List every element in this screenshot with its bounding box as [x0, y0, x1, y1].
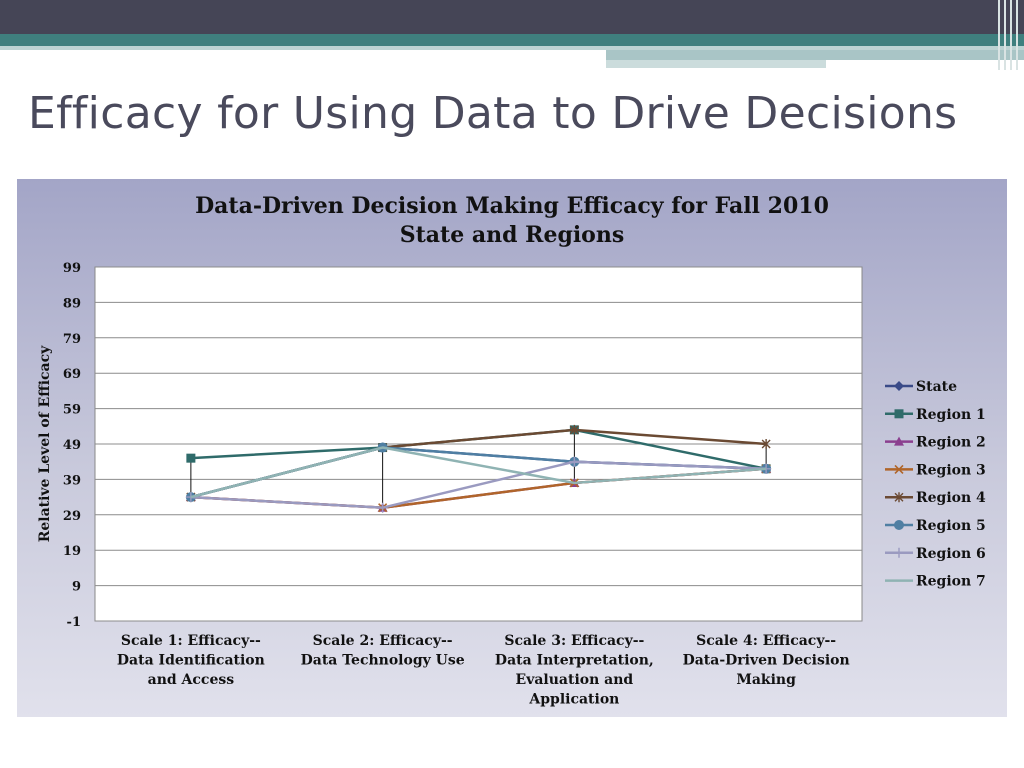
- x-tick-label: Scale 3: Efficacy--: [504, 633, 644, 649]
- legend-marker-region-1: [894, 409, 904, 419]
- y-tick-label: 39: [63, 473, 81, 488]
- y-tick-label: 59: [63, 403, 81, 418]
- y-tick-label: 29: [63, 509, 81, 524]
- slide-title: Efficacy for Using Data to Drive Decisio…: [28, 88, 958, 139]
- y-tick-label: 89: [63, 296, 81, 311]
- x-tick-label: Scale 2: Efficacy--: [313, 633, 453, 649]
- y-axis-label: Relative Level of Efficacy: [37, 345, 53, 542]
- x-tick-label: Data Technology Use: [301, 653, 465, 669]
- chart-title-line-1: Data-Driven Decision Making Efficacy for…: [195, 193, 829, 219]
- chart-panel: Data-Driven Decision Making Efficacy for…: [17, 179, 1007, 717]
- data-point-region-6: [377, 502, 388, 513]
- y-tick-label: 49: [63, 438, 81, 453]
- header-band-dark: [0, 0, 1024, 34]
- y-tick-label: 69: [63, 367, 81, 382]
- legend-label-region-6: Region 6: [916, 546, 986, 562]
- legend-marker-region-3: [894, 464, 904, 474]
- y-tick-label: 99: [63, 261, 81, 276]
- legend-label-region-2: Region 2: [916, 435, 986, 451]
- y-tick-label: 9: [72, 580, 81, 595]
- data-point-region-4: [569, 424, 579, 435]
- legend-marker-state: [894, 381, 904, 391]
- legend-marker-region-2: [894, 436, 904, 446]
- series-line-region-6: [190, 460, 767, 509]
- x-tick-label: and Access: [148, 672, 235, 688]
- legend-label-region-4: Region 4: [916, 490, 986, 506]
- legend-label-region-7: Region 7: [916, 574, 986, 590]
- legend-label-region-5: Region 5: [916, 518, 986, 534]
- data-point-region-6: [569, 456, 580, 467]
- legend-label-region-1: Region 1: [916, 407, 986, 423]
- header-stripes: [994, 0, 1024, 70]
- data-point-region-4: [761, 439, 771, 449]
- x-tick-label: Evaluation and: [516, 672, 634, 688]
- header-band-light: [0, 46, 1024, 50]
- x-tick-label: Application: [528, 692, 619, 708]
- chart-title-line-2: State and Regions: [400, 222, 625, 248]
- y-tick-label: 79: [63, 332, 81, 347]
- legend-marker-region-4: [894, 492, 904, 503]
- legend-marker-region-6: [894, 547, 904, 558]
- header-accent-bar-small: [606, 60, 826, 68]
- x-tick-label: Data-Driven Decision: [683, 653, 850, 669]
- legend-label-state: State: [916, 379, 957, 395]
- legend-label-region-3: Region 3: [916, 462, 986, 478]
- legend-marker-region-5: [894, 520, 904, 530]
- x-tick-label: Data Identification: [117, 653, 265, 669]
- x-tick-label: Scale 1: Efficacy--: [121, 633, 261, 649]
- x-tick-label: Scale 4: Efficacy--: [696, 633, 836, 649]
- x-tick-label: Making: [736, 672, 796, 688]
- x-tick-label: Data Interpretation,: [495, 653, 654, 669]
- line-chart: Data-Driven Decision Making Efficacy for…: [37, 193, 986, 708]
- series-line-region-7: [190, 446, 767, 499]
- header-band-teal: [0, 34, 1024, 46]
- y-tick-label: -1: [67, 615, 81, 630]
- y-tick-label: 19: [63, 544, 81, 559]
- data-point-region-1: [186, 453, 196, 463]
- header-accent-bar: [606, 50, 1024, 60]
